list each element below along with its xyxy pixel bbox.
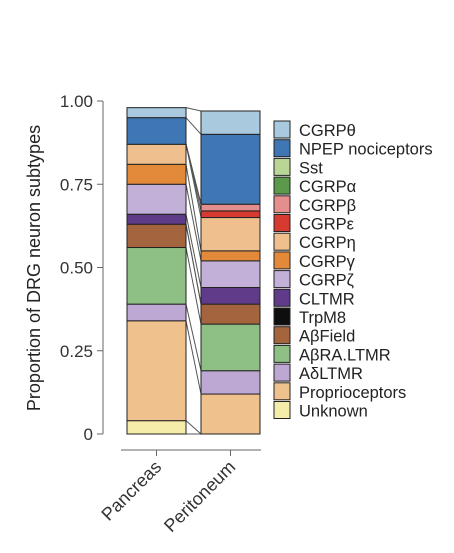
y-tick-label: 0.50 — [60, 259, 93, 278]
bar-segment — [126, 420, 187, 435]
legend-label: AβField — [299, 328, 355, 346]
y-axis-title: Proportion of DRG neuron subtypes — [24, 125, 44, 411]
legend-swatch — [273, 344, 291, 363]
y-ticks: 0 0.25 0.50 0.75 1.00 — [60, 92, 103, 444]
legend-label: AβRA.LTMR — [299, 346, 391, 364]
y-tick-label: 0.75 — [60, 175, 93, 194]
bar-segment — [126, 247, 187, 305]
legend-label: CGRPε — [299, 216, 355, 234]
bar-segment — [126, 107, 187, 119]
legend-label: Proprioceptors — [299, 384, 406, 402]
legend-swatch — [273, 382, 291, 401]
legend-swatch — [273, 120, 291, 139]
bar-segment — [200, 393, 261, 435]
connector-lines — [185, 107, 202, 435]
bar-segment — [200, 260, 261, 288]
legend-swatch — [273, 401, 291, 419]
legend-label: CGRPζ — [299, 272, 354, 290]
x-tick-label: Pancreas — [97, 457, 165, 525]
bar-segment — [200, 133, 261, 205]
bar-segment — [200, 370, 261, 395]
legend-label: TrpM8 — [299, 309, 346, 327]
bar-segment — [200, 286, 261, 305]
legend-label: AδLTMR — [299, 365, 363, 383]
legend-label: CGRPβ — [299, 197, 356, 215]
legend-label: NPEP nociceptors — [299, 141, 433, 159]
connector-line — [185, 117, 202, 135]
connector-line — [185, 144, 202, 205]
legend-label: CLTMR — [299, 290, 355, 308]
bar-segment — [126, 183, 187, 215]
legend-swatch — [273, 307, 291, 326]
bar-segment — [126, 320, 187, 422]
legend-swatch — [273, 232, 291, 251]
bar-segment — [200, 210, 261, 219]
legend-label: Unknown — [299, 403, 368, 421]
connector-line — [185, 304, 202, 371]
legend-label: Sst — [299, 159, 323, 177]
bar-segment — [200, 217, 261, 252]
legend-swatch — [273, 195, 291, 214]
connector-line — [185, 320, 202, 395]
bar-segment — [126, 213, 187, 225]
legend-label: CGRPγ — [299, 253, 356, 271]
bar-segment — [126, 163, 187, 185]
bar-segment — [200, 203, 261, 212]
bar-segment — [126, 223, 187, 249]
legend-label: CGRPα — [299, 178, 357, 196]
legend-swatch — [273, 176, 291, 195]
connector-line — [185, 247, 202, 325]
legend-swatch — [273, 157, 291, 176]
y-tick-label: 0.25 — [60, 342, 93, 361]
y-tick-label: 1.00 — [60, 92, 93, 111]
legend-swatch — [273, 214, 291, 232]
legend-swatch — [273, 139, 291, 158]
bar-segment — [200, 250, 261, 262]
bar-segment — [126, 143, 187, 165]
legend-swatch — [273, 251, 291, 270]
x-tick-label: Peritoneum — [160, 457, 239, 536]
connector-line — [185, 164, 202, 251]
connector-line — [185, 214, 202, 288]
legend-swatch — [273, 363, 291, 382]
bar-segment — [200, 323, 261, 372]
bar-segment — [126, 117, 187, 145]
bar-segment — [200, 110, 261, 135]
bar-segment — [126, 303, 187, 322]
connector-line — [185, 184, 202, 261]
bars — [126, 107, 261, 435]
connector-line — [185, 107, 202, 112]
legend-swatch — [273, 326, 291, 345]
connector-line — [185, 420, 202, 435]
connector-line — [185, 224, 202, 305]
legend-swatch — [273, 270, 291, 289]
y-tick-label: 0 — [84, 425, 93, 444]
legend-label: CGRPθ — [299, 122, 356, 140]
bar-segment — [200, 303, 261, 325]
legend-label: CGRPη — [299, 234, 356, 252]
legend-swatch — [273, 288, 291, 307]
